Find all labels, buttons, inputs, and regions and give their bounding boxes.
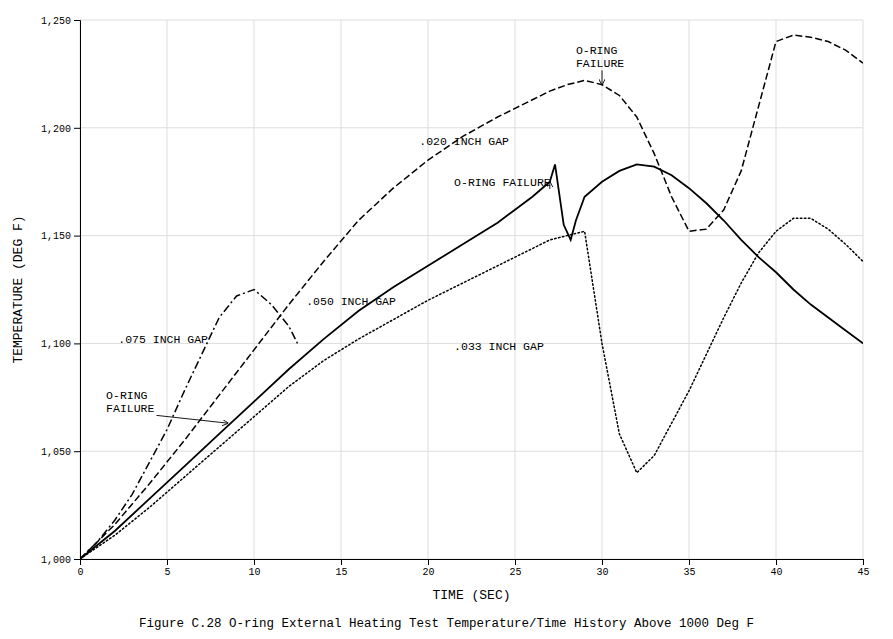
- x-tick-mark: [689, 559, 690, 565]
- x-axis: 0 5 10 15 20 25 30 35 40 45: [77, 559, 869, 578]
- series-line: [80, 35, 863, 559]
- grid-line-y: [80, 127, 863, 128]
- series-line: [80, 290, 298, 560]
- y-tick-mark: [74, 451, 80, 452]
- y-tick-label: 1,100: [41, 339, 71, 350]
- lines: [80, 35, 863, 559]
- x-tick: 25: [509, 559, 521, 578]
- y-tick-mark: [74, 343, 80, 344]
- y-tick-mark: [74, 236, 80, 237]
- x-tick: 35: [683, 559, 695, 578]
- x-tick: 40: [770, 559, 782, 578]
- grid: [80, 20, 863, 559]
- x-axis-title: TIME (SEC): [432, 588, 510, 603]
- y-tick-label: 1,150: [41, 231, 71, 242]
- y-tick-label: 1,200: [41, 124, 71, 135]
- y-tick-label: 1,050: [41, 447, 71, 458]
- x-tick-mark: [254, 559, 255, 565]
- y-tick: 1,100: [41, 339, 80, 350]
- annotation-arrow: [549, 182, 550, 189]
- x-tick-label: 45: [857, 567, 869, 578]
- annotation: .050 INCH GAP: [306, 295, 396, 308]
- chart-title: Figure C.28 O-ring External Heating Test…: [139, 617, 754, 631]
- x-tick-label: 25: [509, 567, 521, 578]
- grid-line-y: [80, 451, 863, 452]
- x-tick-mark: [602, 559, 603, 565]
- x-tick: 15: [335, 559, 347, 578]
- chart: 0510152025303540451,0001,0501,1001,1501,…: [0, 0, 893, 639]
- x-tick-label: 0: [77, 567, 83, 578]
- grid-line-x: [167, 20, 168, 559]
- series-line: [80, 164, 863, 559]
- x-tick-mark: [167, 559, 168, 565]
- annotation: .033 INCH GAP: [454, 340, 544, 353]
- series-line: [80, 218, 863, 559]
- y-tick: 1,050: [41, 447, 80, 458]
- grid-line-x: [428, 20, 429, 559]
- plot: 0510152025303540451,0001,0501,1001,1501,…: [41, 16, 870, 578]
- y-tick: 1,250: [41, 16, 80, 27]
- x-tick-mark: [428, 559, 429, 565]
- x-tick-label: 35: [683, 567, 695, 578]
- x-tick-label: 20: [422, 567, 434, 578]
- grid-line-y: [80, 235, 863, 236]
- x-axis-line: [81, 560, 864, 566]
- annotation: O-RINGFAILURE: [106, 389, 154, 415]
- x-tick-label: 40: [770, 567, 782, 578]
- x-tick: 30: [596, 559, 608, 578]
- y-tick-label: 1,250: [41, 16, 71, 27]
- annotation: O-RINGFAILURE: [576, 44, 624, 70]
- annotation-arrow: [157, 415, 228, 423]
- x-tick: 10: [248, 559, 260, 578]
- grid-line-x: [776, 20, 777, 559]
- grid-line-x: [341, 20, 342, 559]
- x-tick: 0: [77, 559, 83, 578]
- x-tick-mark: [863, 559, 864, 565]
- y-tick: 1,200: [41, 124, 80, 135]
- x-tick: 5: [164, 559, 170, 578]
- annotation-arrow: [602, 70, 603, 84]
- x-tick-label: 15: [335, 567, 347, 578]
- x-tick-label: 5: [164, 567, 170, 578]
- y-tick-mark: [74, 559, 80, 560]
- y-tick-label: 1,000: [41, 555, 71, 566]
- y-tick-mark: [74, 20, 80, 21]
- grid-line-x: [602, 20, 603, 559]
- x-tick-mark: [776, 559, 777, 565]
- grid-line-x: [863, 20, 864, 559]
- y-axis-line: [74, 21, 81, 560]
- grid-line-x: [515, 20, 516, 559]
- y-tick-mark: [74, 128, 80, 129]
- x-tick-mark: [341, 559, 342, 565]
- annotations: .075 INCH GAP O-RINGFAILURE .050 INCH GAP.…: [106, 44, 624, 423]
- x-tick-label: 30: [596, 567, 608, 578]
- annotation: .020 INCH GAP: [419, 135, 509, 148]
- annotation: O-RING FAILURE: [454, 176, 551, 189]
- x-tick-label: 10: [248, 567, 260, 578]
- grid-line-x: [689, 20, 690, 559]
- grid-line-y: [80, 20, 863, 21]
- annotation: .075 INCH GAP: [118, 333, 208, 346]
- y-axis-title: TEMPERATURE (DEG F): [11, 215, 26, 363]
- y-axis: 1,000 1,050 1,100 1,150 1,200 1,250: [41, 16, 81, 566]
- x-tick: 20: [422, 559, 434, 578]
- y-tick: 1,000: [41, 555, 80, 566]
- x-tick: 45: [857, 559, 869, 578]
- y-tick: 1,150: [41, 231, 80, 242]
- x-tick-mark: [515, 559, 516, 565]
